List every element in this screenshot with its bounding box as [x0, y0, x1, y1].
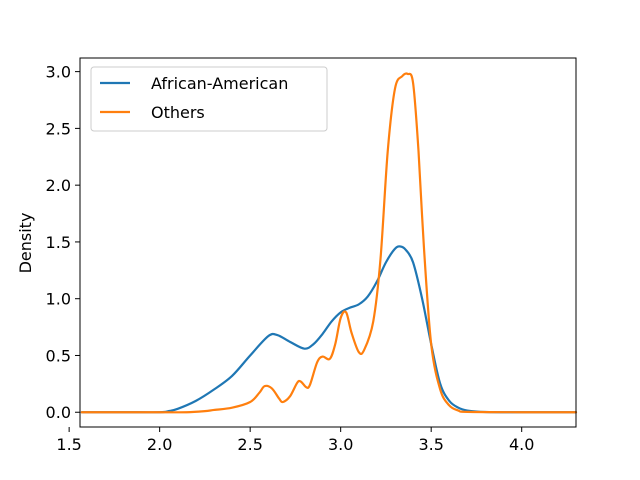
x-tick-label: 3.0: [328, 435, 353, 454]
y-tick-label: 2.5: [46, 119, 71, 138]
legend: African-American Others: [90, 66, 328, 132]
y-tick-label: 0.0: [46, 403, 71, 422]
legend-label-african-american: African-American: [151, 74, 288, 93]
plot-lines: [80, 72, 578, 414]
series-line-others: [80, 72, 578, 414]
y-tick-label: 1.0: [46, 290, 71, 309]
y-axis: 0.0 0.5 1.0 1.5 2.0 2.5 3.0: [46, 63, 80, 422]
plot-frame: [79, 57, 577, 428]
x-tick-label: 3.5: [418, 435, 443, 454]
y-tick-label: 2.0: [46, 176, 71, 195]
y-tick-label: 1.5: [46, 233, 71, 252]
legend-box: [90, 66, 328, 132]
x-tick-label: 4.0: [509, 435, 534, 454]
legend-label-others: Others: [151, 103, 205, 122]
y-tick-label: 0.5: [46, 346, 71, 365]
x-tick-label: 2.5: [237, 435, 262, 454]
x-axis: 1.5 2.0 2.5 3.0 3.5 4.0: [56, 427, 534, 454]
x-tick-label: 2.0: [147, 435, 172, 454]
y-tick-label: 3.0: [46, 63, 71, 82]
y-axis-label: Density: [16, 213, 35, 274]
series-line-african-american: [80, 245, 578, 414]
x-tick-label: 1.5: [56, 435, 81, 454]
